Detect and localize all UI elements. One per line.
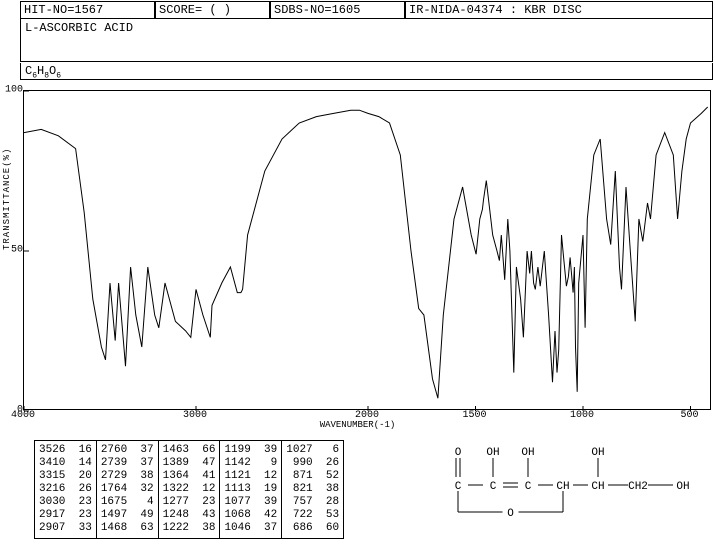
peak-column: 2760 37 2739 37 2729 38 1764 32 1675 4 1… [96,441,158,538]
y-tick-0: 0 [17,405,23,416]
x-tick-1000: 1000 [570,410,594,421]
molecular-formula: C6H8O6 [20,63,713,80]
spectrum-svg [24,91,712,411]
ir-id-cell: IR-NIDA-04374 : KBR DISC [405,1,713,19]
spectrum-chart [23,90,711,410]
y-tick-100: 100 [5,85,23,96]
svg-text:CH: CH [591,481,604,493]
x-tick-500: 500 [680,410,698,421]
score-cell: SCORE= ( ) [155,1,270,19]
svg-text:CH2: CH2 [628,481,648,493]
x-tick-3000: 3000 [183,410,207,421]
x-tick-1500: 1500 [462,410,486,421]
x-tick-4000: 4000 [11,410,35,421]
svg-text:O: O [455,447,462,459]
header-table: HIT-NO=1567 SCORE= ( ) SDBS-NO=1605 IR-N… [20,1,713,19]
peak-column: 1199 39 1142 9 1121 12 1113 19 1077 39 1… [219,441,281,538]
svg-text:C: C [490,481,497,493]
svg-text:OH: OH [676,481,689,493]
svg-text:OH: OH [521,447,534,459]
y-axis-label: TRANSMITTANCE(%) [2,148,12,250]
peak-column: 3526 16 3410 14 3315 20 3216 26 3030 23 … [35,441,96,538]
peak-table: 3526 16 3410 14 3315 20 3216 26 3030 23 … [34,440,344,539]
hit-no-cell: HIT-NO=1567 [20,1,155,19]
x-tick-2000: 2000 [355,410,379,421]
svg-text:O: O [507,508,514,520]
y-tick-50: 50 [11,245,23,256]
peak-column: 1027 6 990 26 871 52 821 38 757 28 722 5… [281,441,343,538]
peak-column: 1463 66 1389 47 1364 41 1322 12 1277 23 … [158,441,220,538]
svg-text:OH: OH [486,447,499,459]
x-axis-label: WAVENUMBER(-1) [0,420,715,430]
molecular-structure: CCCCHCHCH2OHOOHOHOHO [438,440,708,530]
svg-text:C: C [525,481,532,493]
sdbs-no-cell: SDBS-NO=1605 [270,1,405,19]
svg-text:OH: OH [591,447,604,459]
compound-name: L-ASCORBIC ACID [20,18,713,62]
